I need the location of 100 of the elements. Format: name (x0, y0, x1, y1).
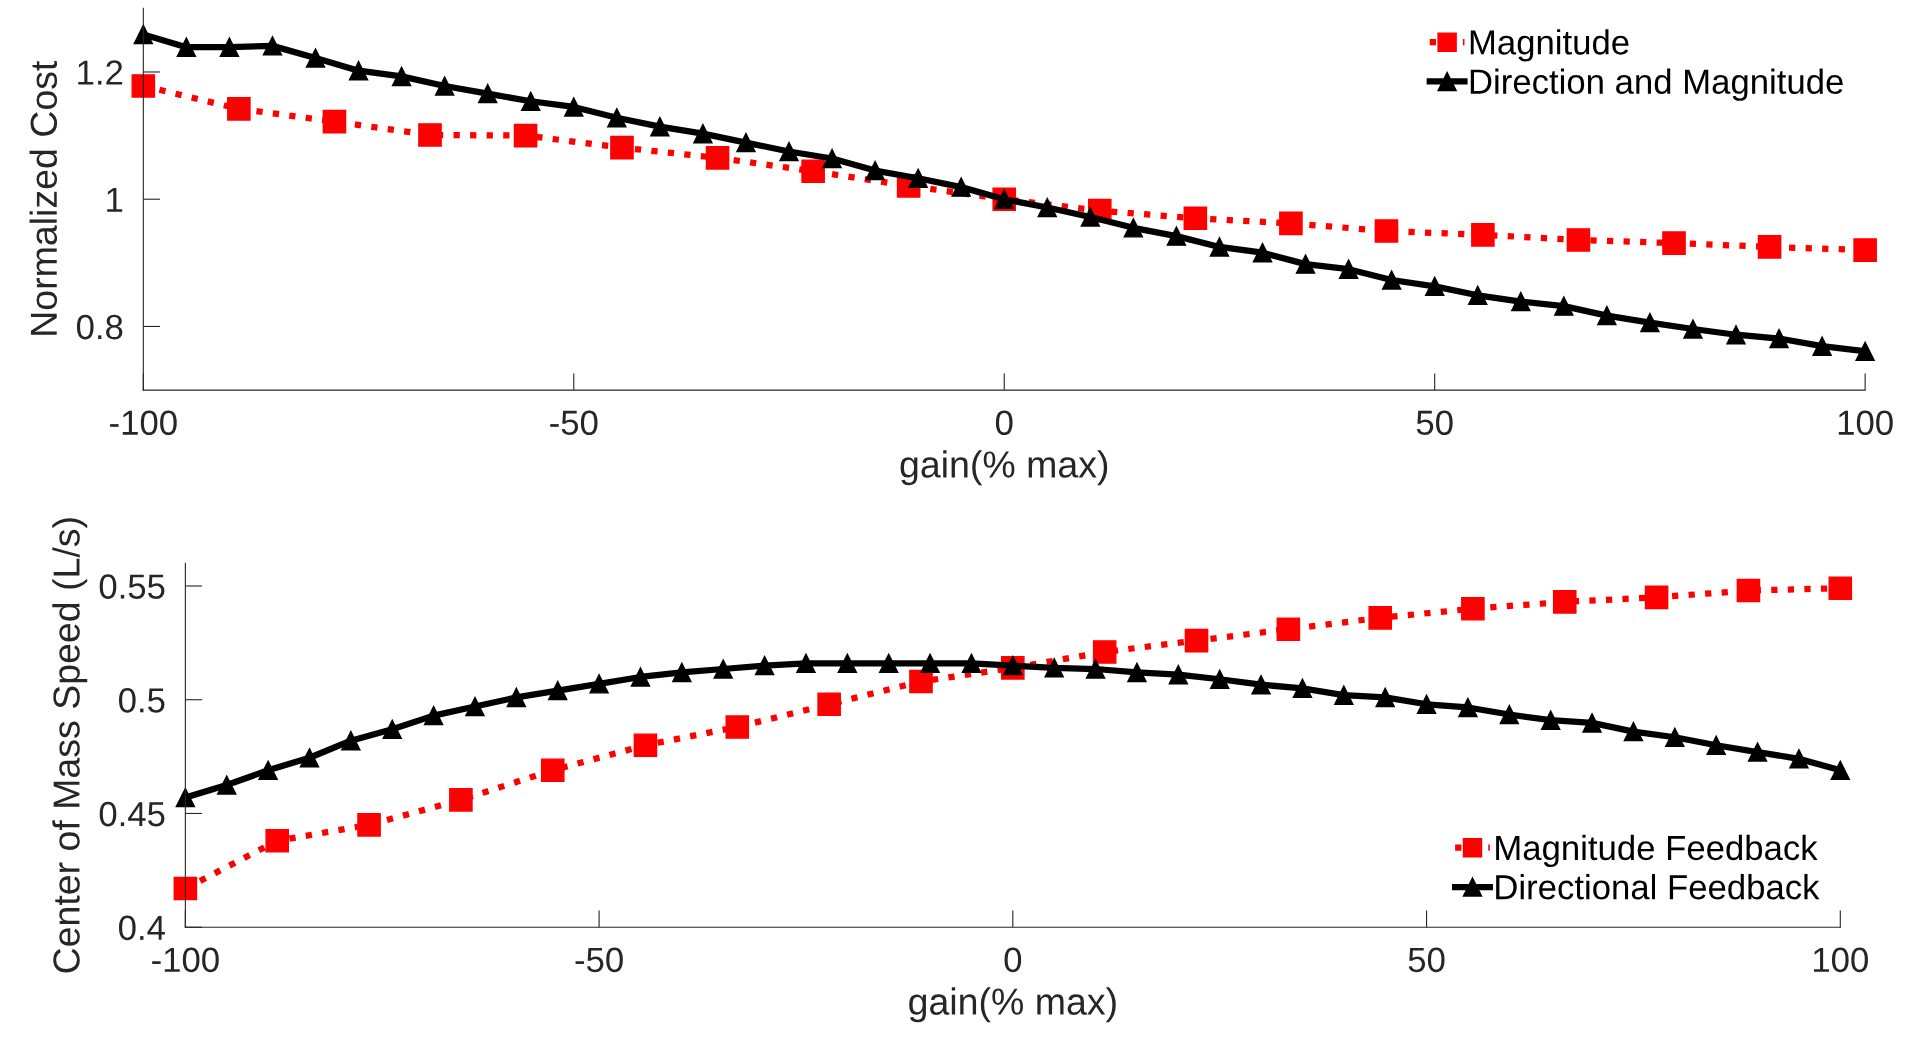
point (1828, 576, 1853, 601)
point (725, 715, 750, 739)
x-axis-title: gain(% max) (909, 987, 1116, 1023)
point (1251, 674, 1271, 695)
legend-label: Direction and Magnitude (1470, 68, 1843, 101)
point (1123, 218, 1144, 238)
point (754, 655, 775, 676)
point (1566, 228, 1591, 252)
point (217, 775, 237, 795)
point (920, 653, 940, 674)
point (961, 653, 982, 674)
point (1374, 219, 1399, 243)
point (796, 653, 816, 674)
point (227, 97, 251, 121)
point (219, 37, 240, 57)
point (672, 662, 692, 683)
point (521, 91, 541, 111)
point (1706, 735, 1726, 755)
y-tick-label: 0.55 (99, 574, 165, 599)
point (258, 760, 278, 780)
point (801, 159, 825, 184)
point (1812, 336, 1832, 356)
point (1467, 285, 1488, 306)
point (1554, 296, 1574, 316)
point (865, 160, 885, 181)
y-tick-label: 0.4 (119, 915, 165, 941)
point (1416, 694, 1437, 714)
point (418, 123, 442, 147)
point (1789, 749, 1809, 769)
point (1640, 312, 1660, 333)
point (1830, 760, 1851, 780)
point (1552, 590, 1577, 614)
point (1168, 664, 1189, 685)
point (357, 813, 381, 837)
point (133, 24, 154, 45)
x-axis-title: gain(% max) (900, 450, 1108, 486)
point (650, 116, 670, 137)
point (1853, 238, 1877, 262)
point (299, 748, 320, 768)
point (1292, 678, 1313, 699)
point (265, 828, 290, 853)
point (341, 730, 361, 751)
point (1597, 305, 1617, 326)
point (1183, 206, 1208, 231)
point (477, 83, 498, 104)
point (540, 758, 565, 783)
point (909, 669, 933, 694)
point (1338, 259, 1359, 279)
point (1458, 697, 1478, 718)
point (1375, 687, 1395, 708)
point (382, 719, 402, 740)
point (465, 696, 485, 717)
point (1471, 223, 1495, 247)
point (1683, 319, 1703, 339)
point (951, 177, 971, 197)
y-tick-label: 0.45 (99, 801, 165, 827)
point (610, 135, 634, 160)
point (176, 37, 197, 57)
point (1080, 207, 1101, 227)
point (305, 48, 326, 68)
point (736, 132, 756, 153)
point (1461, 596, 1485, 621)
point (1855, 341, 1875, 361)
point (878, 653, 899, 674)
point (548, 680, 568, 701)
x-tick-label: 0 (995, 410, 1013, 436)
point (1276, 617, 1301, 642)
point (1166, 226, 1187, 246)
y-tick-label: 1 (107, 187, 123, 212)
point (1368, 606, 1393, 630)
point (1499, 704, 1520, 725)
point (630, 667, 651, 687)
point (506, 687, 527, 708)
point (173, 876, 198, 901)
point (513, 123, 538, 148)
point (262, 36, 283, 56)
point (693, 123, 713, 144)
x-tick-label: -50 (575, 947, 623, 973)
point (1540, 710, 1561, 730)
point (1582, 713, 1602, 733)
point (322, 109, 347, 134)
point (423, 705, 444, 726)
point (1511, 291, 1531, 312)
point (1747, 742, 1768, 762)
point (713, 659, 733, 679)
point (1644, 585, 1669, 610)
point (1623, 721, 1644, 742)
y-tick-label: 0.5 (119, 688, 165, 713)
point (1736, 578, 1761, 603)
point (1209, 669, 1230, 689)
x-tick-label: -50 (550, 410, 598, 436)
point (434, 76, 455, 96)
y-axis-title: Center of Mass Speed (L/s) (52, 518, 88, 973)
point (1757, 235, 1782, 259)
y-axis-title: Normalized Cost (29, 60, 58, 335)
point (1044, 658, 1064, 678)
point (705, 146, 730, 170)
x-tick-label: 100 (1838, 410, 1893, 436)
point (1424, 276, 1445, 297)
x-tick-label: -100 (152, 947, 219, 973)
